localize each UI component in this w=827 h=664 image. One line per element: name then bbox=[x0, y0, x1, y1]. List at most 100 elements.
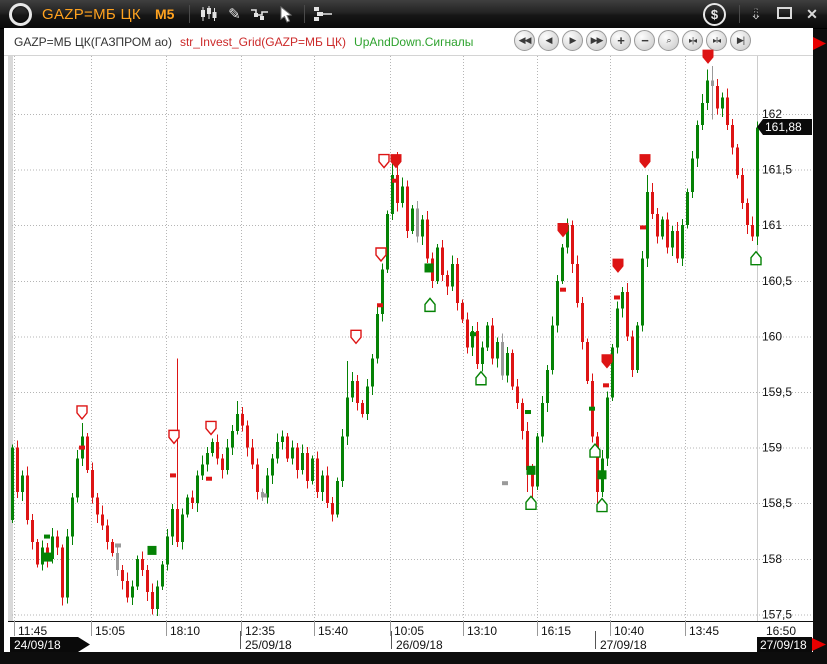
candle-body bbox=[66, 536, 69, 598]
scroll-end-button[interactable]: ▶▶ bbox=[586, 30, 607, 51]
buy-signal-icon bbox=[750, 250, 762, 266]
candle-body bbox=[316, 458, 319, 493]
candle-body bbox=[181, 514, 184, 543]
script-label[interactable]: str_Invest_Grid(GAZP=МБ ЦК) bbox=[179, 34, 347, 49]
candle-body bbox=[306, 453, 309, 481]
candle-body bbox=[731, 125, 734, 148]
indicator-icon[interactable] bbox=[247, 3, 273, 25]
time-tick-label: 10:05 bbox=[394, 624, 424, 638]
candle-body bbox=[396, 175, 399, 203]
sell-signal-icon bbox=[375, 247, 387, 263]
candle-body bbox=[571, 225, 574, 265]
entry-dot-green bbox=[589, 406, 595, 411]
levels-icon[interactable] bbox=[310, 3, 336, 25]
candle-body bbox=[736, 147, 739, 176]
download-arrow-icon[interactable]: ⇩ bbox=[750, 5, 762, 22]
candle-body bbox=[636, 325, 639, 370]
candle-body bbox=[426, 219, 429, 259]
candle-body bbox=[311, 458, 314, 481]
candle-body bbox=[746, 202, 749, 226]
entry-dot-red bbox=[392, 178, 398, 183]
candle-body bbox=[326, 475, 329, 504]
candle-body bbox=[716, 86, 719, 109]
candle-body bbox=[741, 175, 744, 203]
fit-vertical-button[interactable]: ▸ǀ◂ bbox=[706, 30, 727, 51]
scroll-right-button[interactable]: ▶ bbox=[562, 30, 583, 51]
candle-body bbox=[211, 442, 214, 454]
candle-body bbox=[281, 436, 284, 443]
title-bar[interactable]: GAZP=МБ ЦК М5 ✎ bbox=[0, 0, 827, 29]
money-icon[interactable]: $ bbox=[703, 2, 726, 26]
candle-body bbox=[476, 330, 479, 365]
time-tick-label: 15:40 bbox=[318, 624, 348, 638]
zoom-out-button[interactable]: − bbox=[634, 30, 655, 51]
price-tick-label: 157,5 bbox=[762, 607, 792, 621]
candle-body bbox=[756, 127, 759, 237]
candle-body bbox=[266, 475, 269, 498]
sell-signal-icon bbox=[205, 420, 217, 436]
candle-body bbox=[366, 386, 369, 415]
buy-trade-icon bbox=[424, 263, 434, 273]
last-price-label: 161,88 bbox=[765, 120, 802, 134]
candle-body bbox=[216, 442, 219, 459]
go-last-bar-button[interactable]: ▶| bbox=[730, 30, 751, 51]
sell-signal-icon bbox=[378, 153, 390, 169]
candle-body bbox=[131, 586, 134, 598]
time-tick-label: 12:35 bbox=[245, 624, 275, 638]
candle-body bbox=[56, 536, 59, 548]
price-tick-label: 162 bbox=[762, 107, 782, 121]
entry-dot-red bbox=[79, 445, 85, 450]
zoom-select-button[interactable]: ⌕ bbox=[658, 30, 679, 51]
price-tick-label: 159 bbox=[762, 441, 782, 455]
candle-body bbox=[276, 442, 279, 459]
entry-dot-red bbox=[640, 225, 646, 230]
candle-body bbox=[371, 358, 374, 387]
candle-body bbox=[146, 569, 149, 593]
candlestick-chart-icon[interactable] bbox=[195, 3, 221, 25]
window-title: GAZP=МБ ЦК bbox=[42, 5, 141, 23]
candle-body bbox=[401, 186, 404, 203]
sell-trade-icon bbox=[601, 354, 613, 369]
candle-body bbox=[711, 80, 714, 87]
buy-signal-icon bbox=[424, 297, 436, 313]
chart-nav-toolbar: ◀◀ ◀ ▶ ▶▶ + − ⌕ ▸|◂ ▸ǀ◂ ▶| bbox=[511, 30, 751, 51]
signals-label[interactable]: UpAndDown.Сигналы bbox=[354, 34, 474, 49]
candle-body bbox=[586, 341, 589, 381]
entry-dot-red bbox=[603, 383, 609, 388]
candle-body bbox=[161, 564, 164, 587]
candle-body bbox=[621, 291, 624, 309]
candle-body bbox=[681, 225, 684, 259]
candle-body bbox=[126, 581, 129, 598]
candle-body bbox=[626, 291, 629, 337]
candle-body bbox=[251, 447, 254, 465]
sell-trade-icon bbox=[390, 154, 402, 169]
candle-body bbox=[581, 303, 584, 342]
candle-body bbox=[11, 447, 14, 520]
candle-body bbox=[101, 514, 104, 526]
compress-horizontal-button[interactable]: ▸|◂ bbox=[682, 30, 703, 51]
scroll-left-button[interactable]: ◀ bbox=[538, 30, 559, 51]
scroll-start-button[interactable]: ◀◀ bbox=[514, 30, 535, 51]
buy-signal-icon bbox=[596, 497, 608, 513]
sell-trade-icon bbox=[639, 154, 651, 169]
candle-body bbox=[321, 475, 324, 493]
candle-body bbox=[501, 341, 504, 376]
entry-dot-green bbox=[44, 534, 50, 539]
candle-body bbox=[461, 303, 464, 320]
candle-body bbox=[451, 264, 454, 287]
zoom-in-button[interactable]: + bbox=[610, 30, 631, 51]
start-date-badge bbox=[10, 637, 90, 652]
cursor-icon[interactable] bbox=[273, 3, 299, 25]
candle-body bbox=[391, 175, 394, 215]
candle-body bbox=[446, 275, 449, 287]
close-icon[interactable]: ✕ bbox=[806, 5, 818, 22]
candle-body bbox=[526, 430, 529, 470]
time-tick-label: 16:15 bbox=[541, 624, 571, 638]
buy-trade-icon bbox=[147, 545, 157, 555]
restore-window-icon[interactable] bbox=[773, 6, 795, 22]
time-tick-label: 18:10 bbox=[170, 624, 200, 638]
candle-body bbox=[256, 464, 259, 493]
pencil-icon[interactable]: ✎ bbox=[228, 6, 241, 23]
